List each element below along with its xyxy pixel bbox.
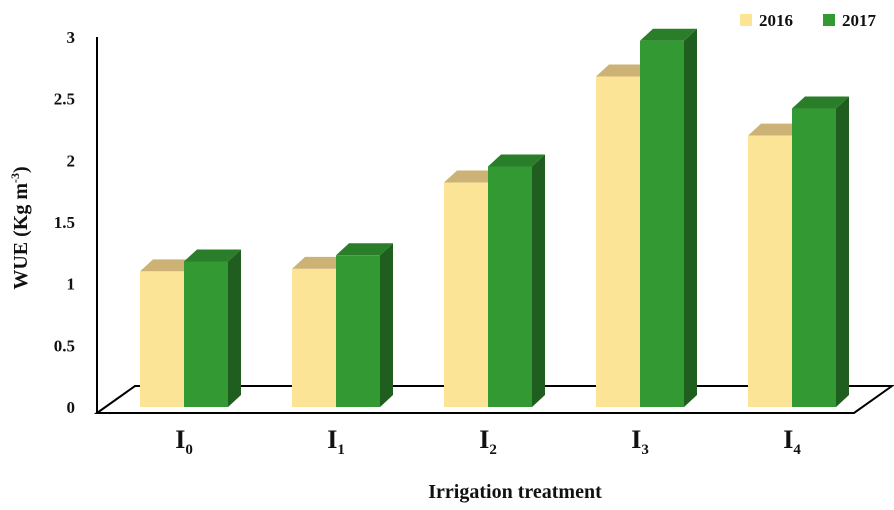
x-tick-sub: 0 [185, 442, 193, 458]
y-axis-title-end: ) [10, 166, 32, 173]
bar-front [184, 261, 228, 407]
x-tick-base: I [175, 425, 185, 454]
bar-top [336, 243, 393, 256]
bar-top [184, 249, 241, 262]
bar-side [836, 96, 849, 408]
x-axis-ticks: I0 I1 I2 I3 I4 [175, 425, 801, 458]
bar-top [292, 256, 349, 269]
y-tick-label: 0 [67, 398, 76, 417]
x-tick-base: I [631, 425, 641, 454]
bar-top [488, 154, 545, 167]
bar-top [792, 96, 849, 109]
bar-front [140, 271, 184, 407]
bar-2017-2 [488, 154, 545, 407]
y-tick-label: 1 [67, 275, 76, 294]
legend-item-2017: 2017 [823, 11, 877, 30]
bar-side [532, 154, 545, 407]
bar-top [748, 123, 805, 136]
y-axis-title-main: WUE (Kg m [10, 183, 32, 290]
bar-2017-0 [184, 249, 241, 407]
bar-top [596, 64, 653, 77]
legend-swatch [740, 14, 752, 26]
x-tick-sub: 2 [489, 442, 497, 458]
bar-2017-4 [792, 96, 849, 408]
y-tick-label: 0.5 [54, 336, 75, 355]
bar-side [380, 243, 393, 407]
legend-item-2016: 2016 [740, 11, 793, 30]
y-tick-label: 2.5 [54, 90, 75, 109]
bar-top [640, 28, 697, 41]
x-tick-base: I [479, 425, 489, 454]
bar-front [748, 135, 792, 407]
y-tick-label: 3 [67, 28, 76, 47]
x-tick-sub: 3 [641, 442, 649, 458]
x-axis-title: Irrigation treatment [428, 481, 602, 503]
x-tick-label: I1 [327, 425, 345, 458]
bar-top [444, 170, 501, 183]
y-tick-label: 2 [67, 151, 76, 170]
x-tick-label: I3 [631, 425, 649, 458]
legend-label: 2017 [842, 11, 877, 30]
bar-2017-1 [336, 243, 393, 407]
x-tick-base: I [327, 425, 337, 454]
y-axis-title: WUE (Kg m-3) [8, 166, 32, 289]
bar-front [792, 108, 836, 408]
y-tick-label: 1.5 [54, 213, 75, 232]
x-tick-label: I2 [479, 425, 497, 458]
bar-front [336, 255, 380, 407]
x-tick-label: I4 [783, 425, 801, 458]
bar-front [292, 268, 336, 407]
bar-front [596, 76, 640, 407]
legend-label: 2016 [759, 11, 793, 30]
y-axis-title-sup: -3 [8, 173, 22, 183]
bars [140, 28, 849, 408]
x-tick-label: I0 [175, 425, 193, 458]
x-tick-sub: 1 [337, 442, 345, 458]
bar-front [444, 182, 488, 407]
legend: 2016 2017 [740, 11, 877, 30]
legend-swatch [823, 14, 835, 26]
bar-front [488, 166, 532, 407]
bar-side [228, 249, 241, 407]
bar-front [640, 40, 684, 407]
bar-top [140, 259, 197, 272]
y-axis: 0 0.5 1 1.5 2 2.5 3 [54, 28, 98, 417]
bar-side [684, 28, 697, 407]
x-tick-base: I [783, 425, 793, 454]
x-tick-sub: 4 [793, 442, 801, 458]
bar-2017-3 [640, 28, 697, 407]
